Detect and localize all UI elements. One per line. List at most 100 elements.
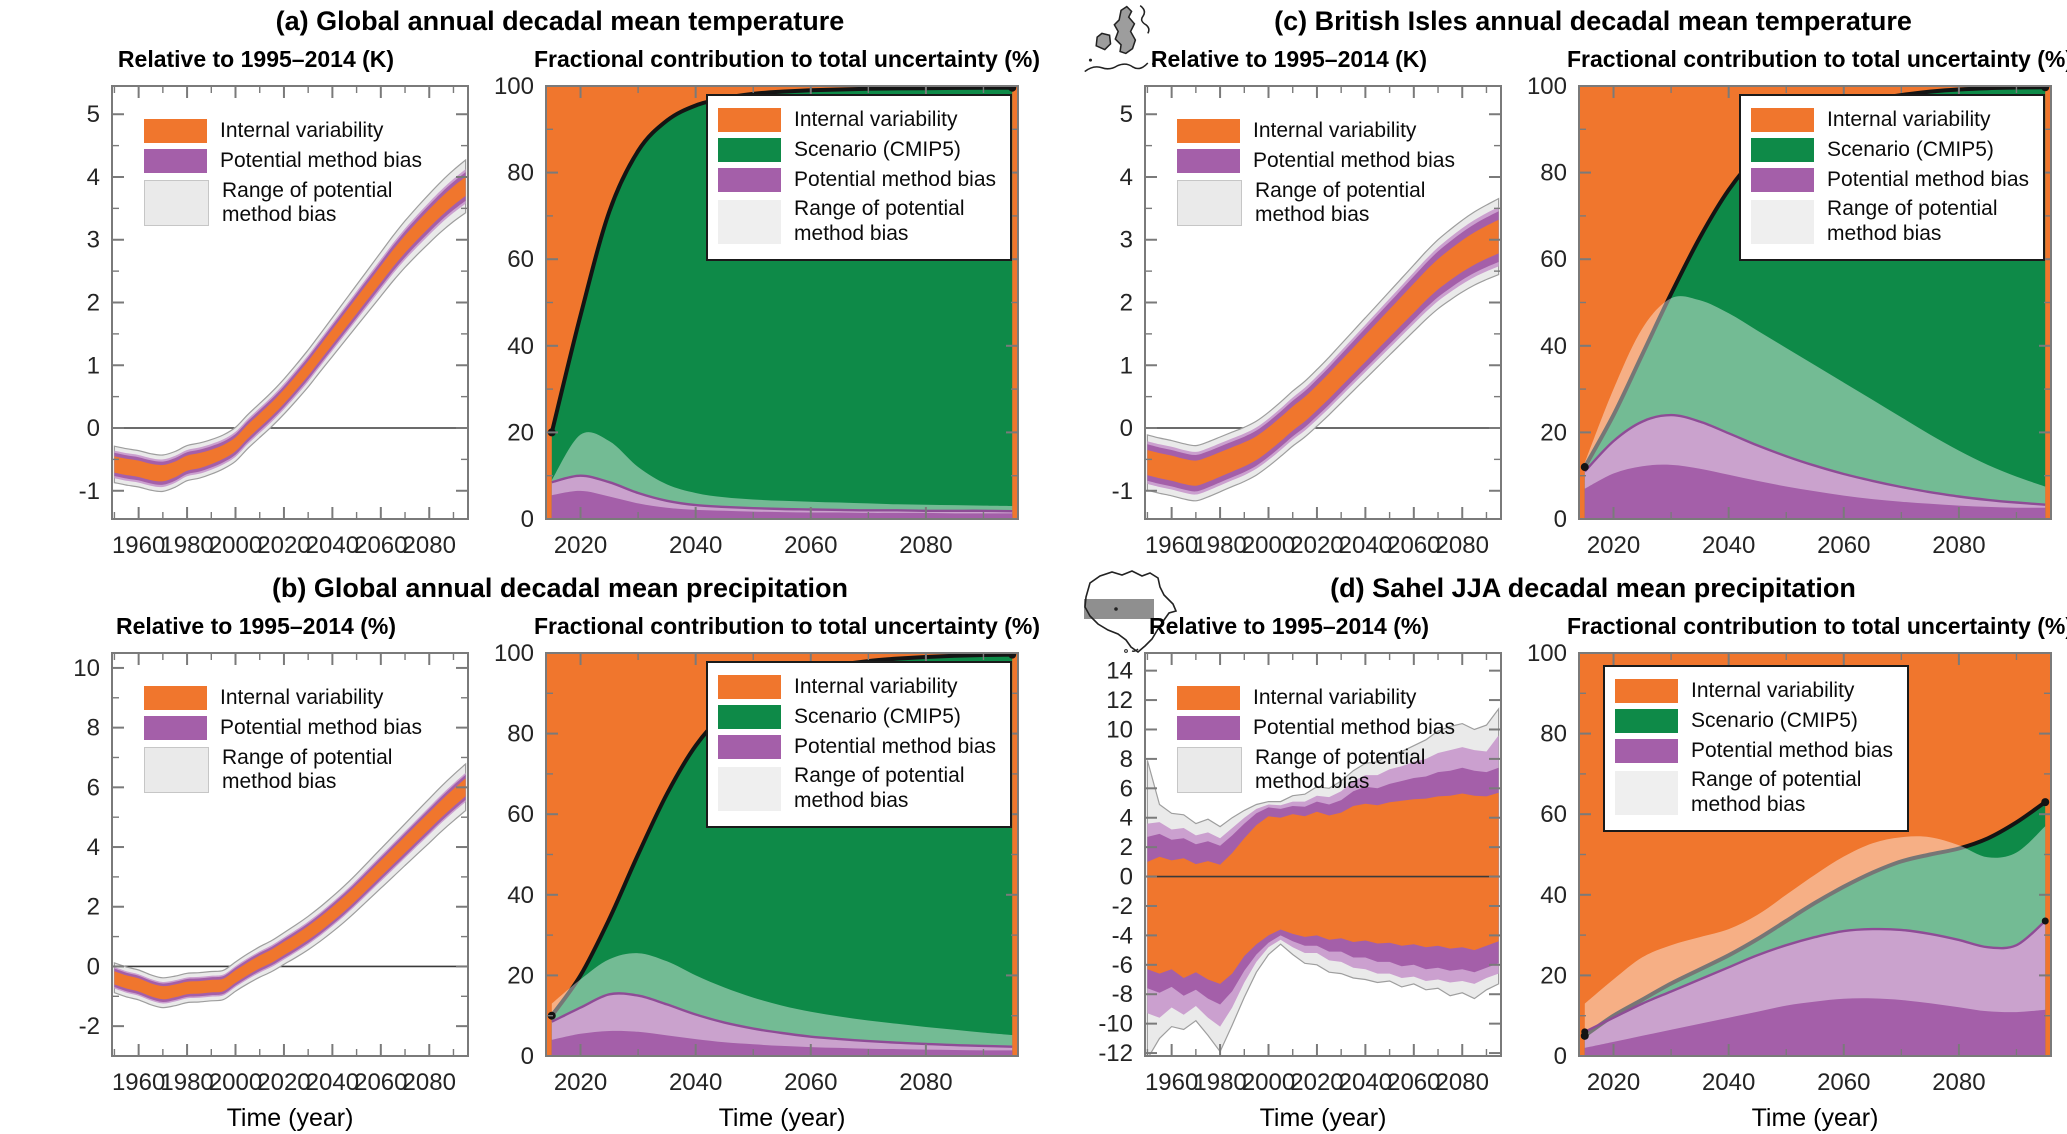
svg-text:2000: 2000: [1242, 1069, 1295, 1096]
svg-text:60: 60: [507, 246, 534, 273]
svg-text:6: 6: [87, 774, 100, 801]
panel-a-left-legend: Internal variability Potential method bi…: [144, 114, 422, 233]
range-swatch: [1177, 747, 1242, 794]
range-swatch: [144, 180, 209, 227]
svg-text:2080: 2080: [899, 532, 952, 559]
svg-text:40: 40: [1540, 882, 1567, 909]
panel-b-left-legend: Internal variability Potential method bi…: [144, 681, 422, 800]
svg-text:Time (year): Time (year): [227, 1104, 354, 1132]
panel-b-left-subplot: 1960 1980 2000 2020 2040 2060 2080 -2 0 2 4 6 8 10 Tim…: [28, 641, 474, 1134]
svg-text:1960: 1960: [1145, 1069, 1198, 1096]
method-bias-swatch: [1615, 738, 1678, 763]
panel-a-left-title: Relative to 1995–2014 (K): [117, 46, 395, 72]
svg-text:0: 0: [1120, 864, 1133, 891]
range-swatch: [1177, 180, 1242, 227]
panel-c-right-title: Fractional contribution to total uncerta…: [1567, 46, 2067, 72]
svg-text:2040: 2040: [669, 1069, 722, 1096]
internal-variability-swatch: [1177, 686, 1240, 711]
method-bias-swatch: [144, 149, 207, 174]
panel-d: (d) Sahel JJA decadal mean precipitation…: [1033, 567, 2067, 1134]
panel-c: (c) British Isles annual decadal mean te…: [1033, 0, 2067, 567]
panel-c-left-title: Relative to 1995–2014 (K): [1150, 46, 1428, 72]
panel-d-left-subplot: 1960 1980 2000 2020 2040 2060 2080 -12 -10 -8 -6 -4…: [1061, 641, 1507, 1134]
svg-text:3: 3: [1120, 227, 1133, 254]
svg-text:1: 1: [1120, 352, 1133, 379]
svg-text:4: 4: [1120, 805, 1133, 832]
panel-d-left-title: Relative to 1995–2014 (%): [1149, 613, 1429, 639]
svg-text:2020: 2020: [554, 532, 607, 559]
svg-text:4: 4: [1120, 164, 1133, 191]
svg-text:-8: -8: [1112, 981, 1133, 1008]
legend-label: Internal variability: [220, 119, 384, 142]
svg-text:-6: -6: [1112, 952, 1133, 979]
panel-a-right-legend: Internal variability Scenario (CMIP5) Po…: [706, 94, 1012, 261]
internal-variability-swatch: [144, 686, 207, 711]
method-bias-swatch: [1177, 716, 1240, 741]
svg-text:2020: 2020: [554, 1069, 607, 1096]
panel-b-right-legend: Internal variability Scenario (CMIP5) Po…: [706, 661, 1012, 828]
legend-item-internal: Internal variability: [718, 108, 996, 133]
internal-variability-swatch: [1615, 679, 1678, 704]
svg-text:0: 0: [521, 1043, 534, 1070]
legend-item-bias: Potential method bias: [718, 168, 996, 193]
svg-text:-1: -1: [79, 478, 100, 505]
svg-text:2020: 2020: [1290, 1069, 1343, 1096]
method-bias-swatch: [718, 734, 782, 759]
svg-text:2080: 2080: [403, 532, 456, 559]
panel-d-right-title: Fractional contribution to total uncerta…: [1567, 613, 2067, 639]
svg-text:2: 2: [1120, 290, 1133, 317]
panel-c-title: (c) British Isles annual decadal mean te…: [1274, 6, 1912, 36]
svg-text:8: 8: [1120, 746, 1133, 773]
svg-text:2080: 2080: [1932, 532, 1985, 559]
svg-text:100: 100: [494, 641, 534, 667]
svg-text:2060: 2060: [784, 1069, 837, 1096]
svg-text:10: 10: [73, 655, 100, 682]
svg-text:40: 40: [1540, 333, 1567, 360]
svg-text:6: 6: [1120, 775, 1133, 802]
svg-text:2020: 2020: [257, 1069, 310, 1096]
svg-text:5: 5: [87, 101, 100, 128]
internal-variability-swatch: [718, 108, 782, 133]
svg-text:2020: 2020: [257, 532, 310, 559]
svg-text:2000: 2000: [209, 1069, 262, 1096]
method-bias-swatch: [1751, 167, 1815, 192]
svg-text:2060: 2060: [784, 532, 837, 559]
legend-label: Potential method bias: [220, 148, 422, 172]
svg-text:1980: 1980: [1193, 1069, 1246, 1096]
svg-text:2000: 2000: [1242, 532, 1295, 559]
legend-item-range: Range of potential method bias: [144, 179, 422, 229]
sahel-map-icon: [1084, 570, 1178, 653]
svg-text:1960: 1960: [1145, 532, 1198, 559]
svg-text:2: 2: [87, 290, 100, 317]
scenario-swatch: [1615, 709, 1678, 734]
svg-text:2060: 2060: [1387, 532, 1440, 559]
legend-item-internal: Internal variability: [144, 119, 422, 144]
svg-text:2080: 2080: [899, 1069, 952, 1096]
svg-text:60: 60: [1540, 801, 1567, 828]
range-swatch: [718, 200, 782, 245]
svg-text:14: 14: [1106, 658, 1133, 685]
panel-c-left-subplot: 1960 1980 2000 2020 2040 2060 2080 -1 0 1 2 3 4 5 Int…: [1061, 74, 1507, 567]
svg-text:2040: 2040: [1339, 532, 1392, 559]
panel-d-right-subplot: 2020 2040 2060 2080 0 20 40 60 80 100 Time (year) …: [1515, 641, 2061, 1134]
svg-text:1980: 1980: [1193, 532, 1246, 559]
svg-text:2060: 2060: [1817, 532, 1870, 559]
svg-text:100: 100: [1527, 74, 1567, 100]
svg-text:80: 80: [507, 160, 534, 187]
svg-text:4: 4: [87, 164, 100, 191]
svg-text:2020: 2020: [1587, 532, 1640, 559]
svg-text:-10: -10: [1098, 1011, 1133, 1038]
range-swatch: [718, 767, 782, 812]
svg-text:2080: 2080: [1932, 1069, 1985, 1096]
scenario-swatch: [718, 705, 782, 730]
panel-a-title: (a) Global annual decadal mean temperatu…: [275, 6, 845, 36]
svg-text:Time (year): Time (year): [1260, 1104, 1387, 1132]
svg-text:80: 80: [507, 721, 534, 748]
svg-text:40: 40: [507, 333, 534, 360]
range-swatch: [144, 747, 209, 794]
british-isles-map-icon: [1084, 5, 1156, 73]
svg-text:1980: 1980: [160, 1069, 213, 1096]
